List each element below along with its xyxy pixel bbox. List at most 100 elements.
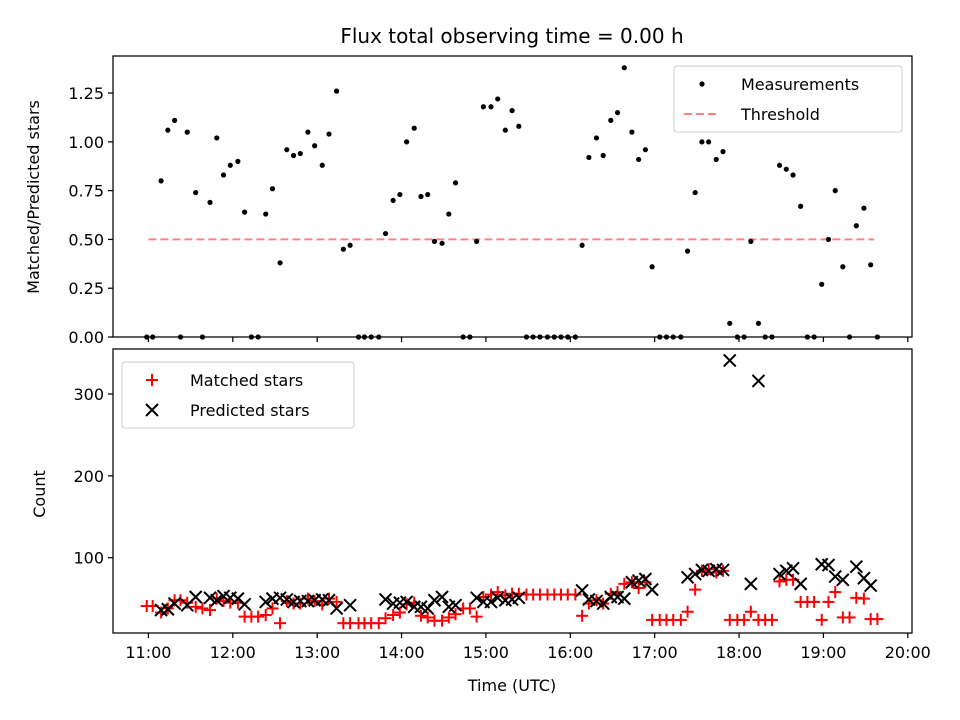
matched-stars-point (421, 611, 434, 624)
matched-stars-point (829, 586, 842, 599)
measurement-point (516, 123, 522, 129)
top-series-0 (144, 65, 881, 340)
top-y-tick-label: 1.00 (68, 133, 104, 152)
predicted-stars-point (343, 598, 357, 612)
measurement-point (439, 240, 445, 246)
predicted-stars-point (188, 590, 203, 604)
measurement-point (776, 162, 783, 168)
measurements-legend-marker (699, 81, 705, 87)
measurement-point (629, 129, 635, 135)
bottom-y-tick-label: 300 (73, 385, 104, 404)
measurement-point (593, 135, 600, 141)
predicted-stars-point (448, 598, 463, 612)
measurement-point (220, 172, 227, 178)
measurement-point (840, 264, 846, 270)
predicted-stars-point (491, 591, 505, 605)
predicted-stars-point (688, 567, 702, 581)
measurement-point (868, 262, 874, 268)
measurement-point (382, 230, 389, 237)
matched-stars-point (463, 602, 476, 615)
measurement-point (819, 281, 825, 287)
measurement-point (636, 156, 642, 163)
measurement-point (171, 117, 178, 123)
predicted-stars-point (793, 577, 808, 591)
top-axes-frame (112, 55, 913, 338)
measurement-point (452, 180, 459, 186)
measurement-point (397, 191, 403, 198)
measurement-point (706, 139, 712, 145)
predicted-stars-point (484, 595, 498, 609)
measurement-point (418, 193, 424, 200)
measurement-point (608, 117, 614, 123)
measurement-point (184, 129, 190, 135)
predicted-stars-point (329, 601, 344, 616)
threshold-legend-label: Threshold (740, 105, 820, 124)
measurement-point (277, 260, 283, 266)
predicted-stars-point (427, 593, 442, 607)
measurement-point (727, 320, 733, 326)
top-y-axis-label: Matched/Predicted stars (24, 100, 43, 294)
measurement-point (425, 191, 431, 198)
matched-stars-point (681, 605, 694, 618)
x-tick-label: 12:00 (210, 643, 256, 662)
matched-stars-point (491, 586, 504, 599)
matched-stars-point (379, 612, 392, 625)
measurement-point (269, 186, 276, 192)
predicted-stars-point (849, 559, 864, 574)
top-y-tick-label: 0.00 (68, 328, 104, 347)
predicted-stars-point (617, 591, 631, 606)
measurement-point (404, 139, 410, 145)
predicted-legend-marker (145, 403, 159, 417)
top-y-tick-label: 1.25 (68, 84, 104, 103)
matched-stars-point (843, 611, 856, 624)
measurement-point (207, 199, 213, 205)
measurement-point (390, 197, 396, 204)
top-y-tick-label: 0.50 (68, 230, 104, 249)
matched-stars-point (266, 602, 279, 615)
matched-stars-point (618, 577, 631, 590)
measurement-point (340, 246, 346, 252)
predicted-stars-point (680, 570, 695, 585)
measurement-point (227, 162, 233, 168)
count-panel: Count Time (UTC) 11:00 12:00 13:00 14:00 15:… (30, 348, 931, 695)
top-legend: Measurements Threshold (673, 65, 903, 133)
matched-stars-point (196, 602, 209, 615)
matched-stars-point (330, 595, 343, 608)
measurement-point (305, 129, 311, 135)
predicted-stars-point (645, 582, 659, 597)
predicted-stars-point (259, 595, 273, 609)
predicted-stars-point (638, 572, 653, 586)
measurement-point (326, 131, 332, 137)
measurement-point (411, 125, 417, 131)
measurement-point (621, 65, 627, 71)
matched-stars-point (808, 595, 821, 608)
measurement-point (312, 143, 318, 149)
measurement-point (242, 209, 248, 215)
matched-stars-point (738, 613, 751, 626)
measurement-point (579, 242, 585, 248)
measurement-point (684, 248, 691, 254)
measurement-point (642, 147, 648, 153)
x-tick-label: 20:00 (885, 643, 931, 662)
measurement-point (431, 238, 438, 244)
predicted-stars-point (469, 591, 484, 605)
predicted-stars-point (210, 593, 224, 607)
predicted-stars-point (237, 597, 252, 612)
measurement-point (158, 178, 164, 184)
x-tick-label: 16:00 (547, 643, 593, 662)
measurement-point (474, 238, 480, 244)
x-tick-label: 14:00 (378, 643, 424, 662)
x-tick-label: 19:00 (800, 643, 846, 662)
matched-stars-point (372, 617, 385, 630)
bottom-legend-box (121, 361, 355, 429)
measurement-point (853, 223, 859, 229)
predicted-stars-point (378, 592, 393, 607)
measurement-point (446, 211, 452, 217)
measurement-point (748, 238, 754, 244)
predicted-stars-point (399, 595, 414, 609)
matched-stars-point (702, 563, 715, 576)
measurement-point (692, 189, 698, 196)
measurement-point (832, 188, 838, 194)
x-tick-label: 17:00 (632, 643, 678, 662)
matched-stars-point (871, 613, 884, 626)
